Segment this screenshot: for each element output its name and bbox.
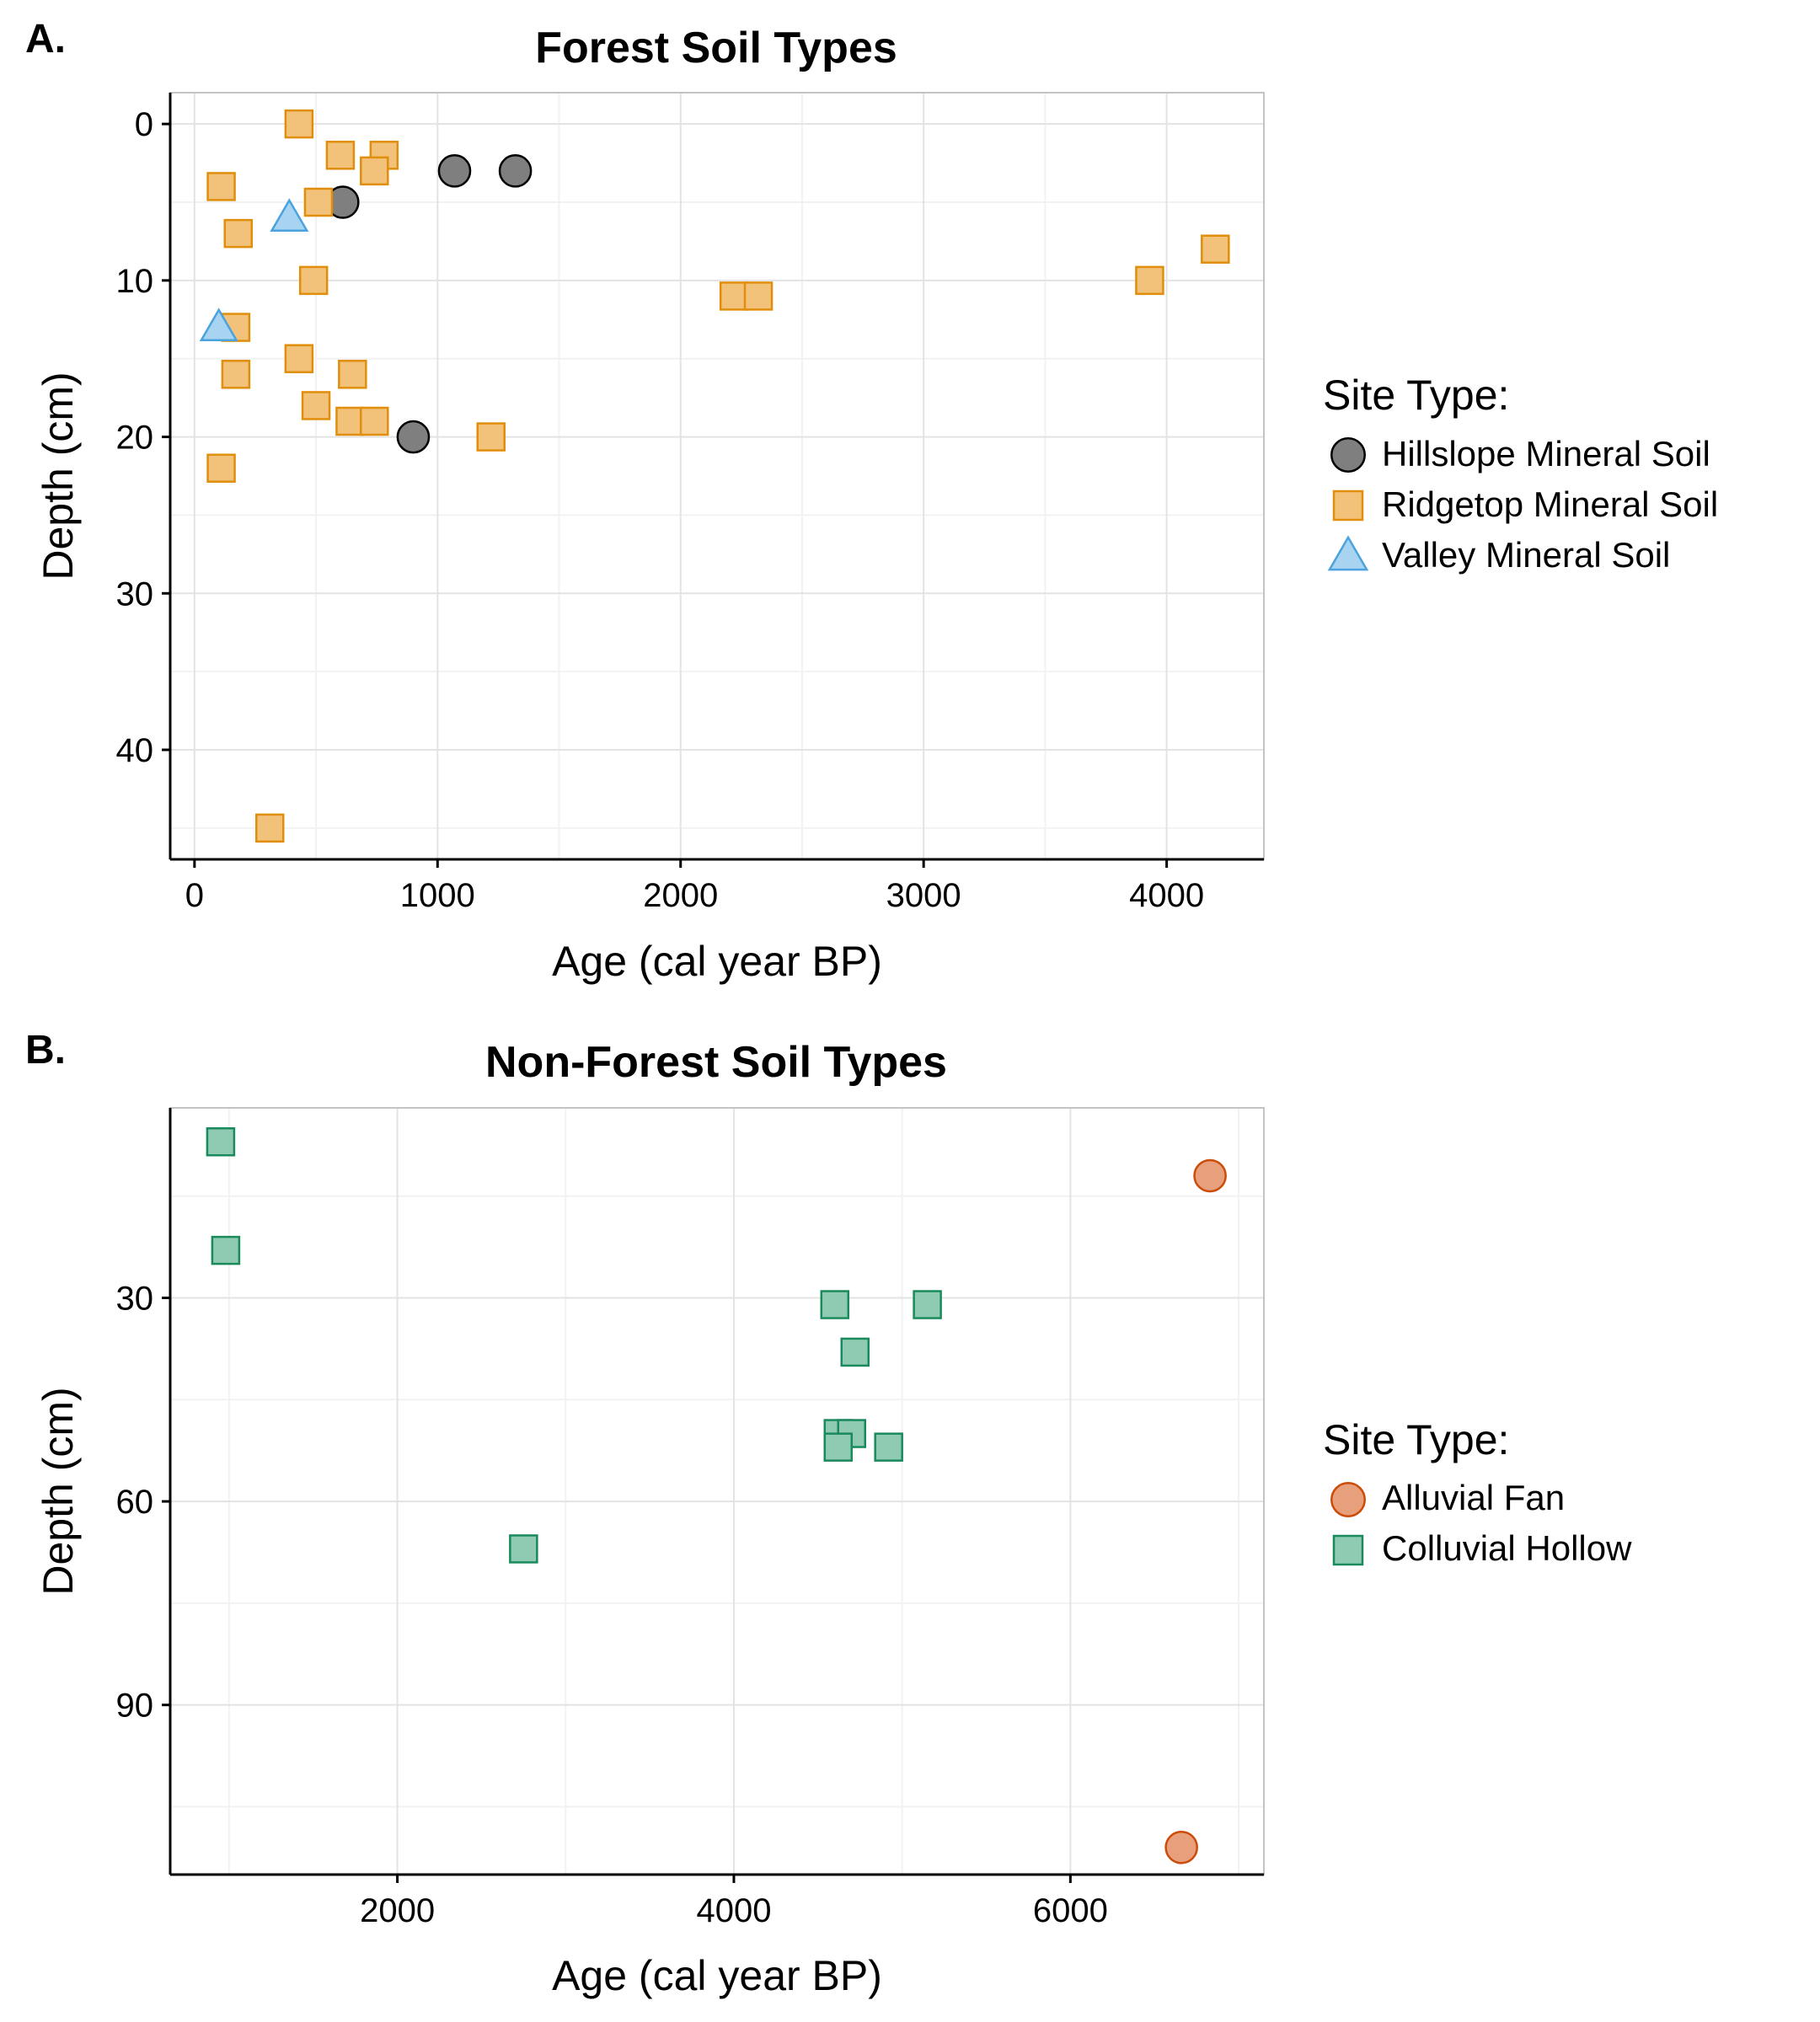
point-ridgetop-mineral-soil — [301, 391, 331, 420]
point-ridgetop-mineral-soil — [476, 422, 506, 452]
panel-b-x-tick-label: 4000 — [696, 1892, 771, 1929]
panel-a-marks — [199, 109, 1230, 843]
point-ridgetop-mineral-soil — [284, 344, 314, 373]
point-ridgetop-mineral-soil — [303, 187, 334, 217]
panel-a-x-tick-label: 2000 — [643, 877, 718, 914]
point-alluvial-fan — [1164, 1830, 1198, 1864]
panel-a-x-tick-label: 4000 — [1129, 877, 1204, 914]
panel-b-x-axis-label: Age (cal year BP) — [552, 1952, 882, 1999]
panel-a-x-tick-label: 0 — [185, 877, 204, 914]
point-ridgetop-mineral-soil — [221, 360, 251, 389]
point-hillslope-mineral-soil — [396, 420, 431, 454]
panel-b-legend-title: Site Type: — [1323, 1416, 1509, 1463]
point-ridgetop-mineral-soil — [1135, 265, 1164, 296]
panel-b: B. Non-Forest Soil Types 2000 4000 6000 30 6… — [25, 1028, 1632, 1999]
panel-b-y-tick-label: 90 — [116, 1688, 154, 1725]
panel-b-tag: B. — [25, 1028, 66, 1073]
panel-a-legend-keys — [1327, 437, 1369, 571]
panel-a-x-tick-label: 1000 — [400, 877, 475, 914]
panel-b-marks — [206, 1127, 1227, 1864]
legend-label-alluvial-fan: Alluvial Fan — [1382, 1478, 1565, 1517]
panel-a-title: Forest Soil Types — [535, 24, 897, 72]
point-valley-mineral-soil — [199, 308, 238, 341]
panel-a-y-tick-label: 20 — [116, 420, 154, 457]
legend-label-colluvial-hollow: Colluvial Hollow — [1382, 1528, 1632, 1568]
point-colluvial-hollow — [874, 1432, 903, 1462]
panel-b-y-tick-label: 30 — [116, 1280, 154, 1317]
legend-label-ridgetop: Ridgetop Mineral Soil — [1382, 484, 1718, 524]
panel-a-ticks: 0 1000 2000 3000 4000 0 10 20 30 40 — [116, 106, 1205, 914]
legend-label-hillslope: Hillslope Mineral Soil — [1382, 434, 1710, 473]
panel-b-y-axis-label: Depth (cm) — [35, 1387, 82, 1595]
panel-a-y-tick-label: 0 — [135, 106, 153, 143]
panel-b-ticks: 2000 4000 6000 30 60 90 — [116, 1280, 1108, 1929]
point-ridgetop-mineral-soil — [338, 360, 367, 389]
legend-key-hillslope-mineral-soil — [1330, 437, 1366, 473]
point-colluvial-hollow — [206, 1127, 236, 1157]
panel-b-legend-keys — [1330, 1482, 1366, 1566]
legend-key-colluvial-hollow — [1332, 1534, 1364, 1566]
point-ridgetop-mineral-soil — [360, 156, 389, 186]
point-colluvial-hollow — [840, 1337, 870, 1367]
panel-a-y-tick-label: 30 — [116, 575, 154, 612]
legend-label-valley: Valley Mineral Soil — [1382, 535, 1670, 575]
panel-b-x-tick-label: 6000 — [1033, 1892, 1108, 1929]
panel-a-tag: A. — [25, 17, 66, 62]
point-ridgetop-mineral-soil — [325, 141, 356, 170]
panel-a-y-tick-label: 10 — [116, 263, 154, 300]
point-colluvial-hollow — [823, 1432, 854, 1462]
panel-a-grid — [170, 93, 1264, 859]
panel-b-legend: Site Type: Alluvial Fan Colluvial Hollow — [1323, 1416, 1632, 1568]
point-ridgetop-mineral-soil — [719, 281, 749, 311]
panel-a: A. Forest Soil Types 0 1000 2000 3000 4000 0 1… — [25, 17, 1718, 985]
panel-a-x-axis-label: Age (cal year BP) — [552, 938, 882, 985]
point-hillslope-mineral-soil — [498, 154, 533, 188]
point-valley-mineral-soil — [270, 198, 309, 232]
panel-a-y-tick-label: 40 — [116, 732, 154, 769]
panel-b-plot-border — [169, 1107, 1265, 1875]
point-ridgetop-mineral-soil — [255, 813, 285, 843]
panel-a-y-axis-label: Depth (cm) — [35, 372, 82, 580]
legend-key-valley-mineral-soil — [1327, 535, 1369, 571]
point-ridgetop-mineral-soil — [360, 406, 389, 436]
point-hillslope-mineral-soil — [437, 154, 472, 188]
panel-b-x-tick-label: 2000 — [360, 1892, 435, 1929]
panel-a-legend-title: Site Type: — [1323, 372, 1509, 419]
panel-a-legend: Site Type: Hillslope Mineral Soil Ridget… — [1323, 372, 1718, 575]
point-ridgetop-mineral-soil — [206, 172, 236, 201]
point-ridgetop-mineral-soil — [743, 281, 774, 311]
point-ridgetop-mineral-soil — [1201, 234, 1230, 264]
point-ridgetop-mineral-soil — [298, 265, 329, 296]
point-colluvial-hollow — [211, 1235, 241, 1265]
panel-b-grid — [170, 1108, 1264, 1875]
panel-b-title: Non-Forest Soil Types — [485, 1038, 947, 1087]
point-ridgetop-mineral-soil — [284, 109, 314, 139]
point-colluvial-hollow — [509, 1534, 538, 1564]
panel-a-x-tick-label: 3000 — [886, 877, 961, 914]
point-ridgetop-mineral-soil — [206, 453, 236, 483]
point-colluvial-hollow — [820, 1290, 850, 1319]
point-ridgetop-mineral-soil — [335, 406, 365, 436]
panel-b-y-tick-label: 60 — [116, 1484, 154, 1521]
point-alluvial-fan — [1193, 1158, 1227, 1193]
legend-key-alluvial-fan — [1330, 1482, 1366, 1517]
point-ridgetop-mineral-soil — [223, 218, 254, 249]
point-colluvial-hollow — [913, 1290, 942, 1319]
legend-key-ridgetop-mineral-soil — [1332, 489, 1364, 522]
